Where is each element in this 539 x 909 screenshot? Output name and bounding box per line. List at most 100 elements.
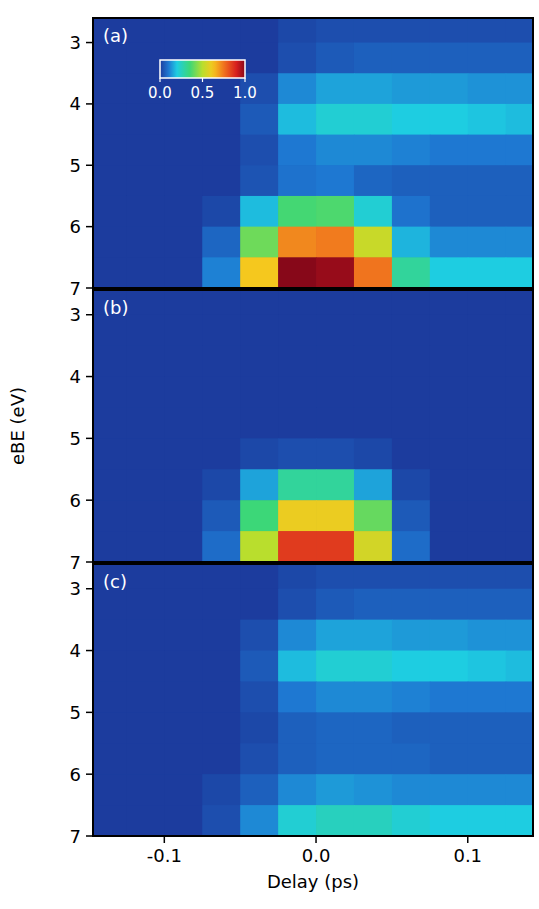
cell <box>202 469 241 501</box>
cell <box>506 196 533 227</box>
cell <box>278 469 317 501</box>
cell <box>278 165 317 196</box>
x-axis-title: Delay (ps) <box>267 871 359 892</box>
y-tick-label: 4 <box>70 366 81 387</box>
cell <box>93 73 127 104</box>
cell <box>240 290 279 315</box>
y-tick-label: 3 <box>70 304 81 325</box>
cell <box>126 315 165 347</box>
cell <box>354 531 393 562</box>
cell <box>354 257 393 288</box>
cell <box>278 712 317 744</box>
cell <box>93 196 127 227</box>
x-tick <box>315 836 317 843</box>
frame <box>93 564 533 836</box>
cell <box>93 165 127 196</box>
cell <box>93 227 127 258</box>
cell <box>164 774 203 806</box>
cell <box>164 196 203 227</box>
y-tick <box>86 103 93 105</box>
cell <box>164 227 203 258</box>
cell <box>240 620 279 652</box>
y-tick <box>86 42 93 44</box>
cell <box>392 531 431 562</box>
cell <box>278 104 317 135</box>
cell <box>506 377 533 409</box>
cell <box>240 681 279 713</box>
cell <box>164 104 203 135</box>
panel-label: (b) <box>103 297 128 318</box>
cell <box>164 257 203 288</box>
cell <box>506 531 533 562</box>
cell <box>240 500 279 532</box>
cell <box>392 681 431 713</box>
cell <box>468 257 507 288</box>
cell <box>164 469 203 501</box>
cell <box>430 805 469 836</box>
colorbar-tick <box>202 78 203 82</box>
cell <box>392 377 431 409</box>
cell <box>316 743 355 775</box>
y-tick <box>86 376 93 378</box>
colorbar-tick-label: 0.5 <box>191 84 215 102</box>
cell <box>202 165 241 196</box>
cell <box>392 438 431 470</box>
cell <box>316 589 355 621</box>
cell <box>468 18 507 43</box>
cell <box>278 743 317 775</box>
panel-label: (c) <box>103 571 127 592</box>
cell <box>126 290 165 315</box>
cell <box>430 315 469 347</box>
cell <box>430 104 469 135</box>
cell <box>278 564 317 589</box>
cell <box>164 135 203 166</box>
y-tick-label: 4 <box>70 640 81 661</box>
cell <box>468 227 507 258</box>
cell <box>392 407 431 439</box>
cell <box>506 43 533 74</box>
cell <box>93 346 127 378</box>
cell <box>316 104 355 135</box>
cell <box>126 104 165 135</box>
y-tick <box>86 314 93 316</box>
cell <box>126 346 165 378</box>
cell <box>316 805 355 836</box>
cells <box>93 290 533 562</box>
cell <box>316 165 355 196</box>
cell <box>506 774 533 806</box>
cell <box>430 73 469 104</box>
cell <box>316 18 355 43</box>
cell <box>506 438 533 470</box>
cell <box>164 712 203 744</box>
cell <box>240 18 279 43</box>
cell <box>392 104 431 135</box>
cell <box>164 290 203 315</box>
cell <box>354 104 393 135</box>
cell <box>126 712 165 744</box>
cell <box>430 774 469 806</box>
cell <box>202 257 241 288</box>
cell <box>430 377 469 409</box>
cell <box>354 774 393 806</box>
cell <box>278 805 317 836</box>
y-tick-label: 5 <box>70 428 81 449</box>
cell <box>354 43 393 74</box>
cell <box>126 227 165 258</box>
cell <box>316 73 355 104</box>
cell <box>430 290 469 315</box>
cell <box>392 73 431 104</box>
cell <box>93 712 127 744</box>
colorbar-tick <box>244 78 245 82</box>
cell <box>240 227 279 258</box>
cell <box>126 620 165 652</box>
cell <box>202 104 241 135</box>
cell <box>316 712 355 744</box>
cell <box>354 196 393 227</box>
cell <box>240 805 279 836</box>
cell <box>506 407 533 439</box>
cell <box>240 43 279 74</box>
cell <box>506 73 533 104</box>
cell <box>392 196 431 227</box>
cell <box>164 620 203 652</box>
cell <box>468 438 507 470</box>
